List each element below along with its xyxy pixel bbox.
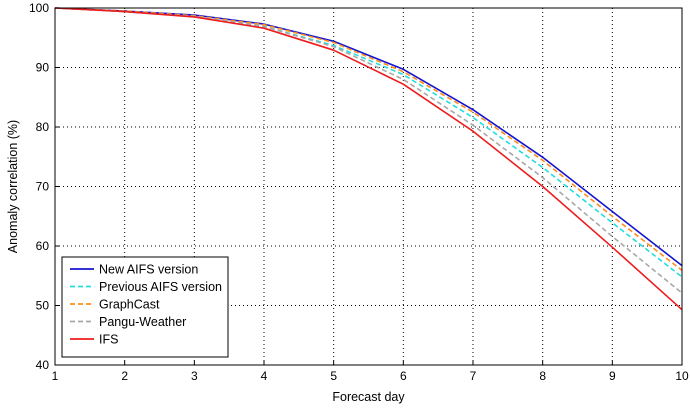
legend-label: Previous AIFS version [99, 280, 222, 294]
legend-label: IFS [99, 333, 118, 347]
legend-label: GraphCast [99, 298, 160, 312]
y-tick-label: 70 [36, 180, 50, 194]
series-line [54, 7, 683, 294]
x-tick-label: 9 [609, 369, 616, 383]
series-line [54, 7, 683, 278]
x-axis-label: Forecast day [332, 390, 405, 404]
axis-ticks: 1 2 3 4 5 6 7 8 9 10 40 50 60 70 80 90 100 [29, 1, 689, 383]
y-tick-label: 40 [36, 358, 50, 372]
x-tick-label: 7 [470, 369, 477, 383]
legend: New AIFS version Previous AIFS version Gra… [61, 256, 229, 358]
y-tick-label: 90 [36, 61, 50, 75]
x-tick-label: 4 [261, 369, 268, 383]
legend-box [61, 256, 229, 358]
series-line [54, 7, 683, 311]
y-tick-label: 50 [36, 299, 50, 313]
x-tick-label: 5 [330, 369, 337, 383]
x-tick-label: 10 [675, 369, 689, 383]
x-tick-label: 8 [539, 369, 546, 383]
series-line [54, 7, 683, 272]
legend-label: Pangu-Weather [99, 315, 186, 329]
y-tick-label: 60 [36, 239, 50, 253]
x-tick-label: 1 [52, 369, 59, 383]
legend-label: New AIFS version [99, 263, 198, 277]
x-tick-label: 2 [121, 369, 128, 383]
y-tick-label: 100 [29, 1, 49, 15]
series-lines [54, 7, 683, 311]
x-tick-label: 3 [191, 369, 198, 383]
x-tick-label: 6 [400, 369, 407, 383]
y-axis-label: Anomaly correlation (%) [6, 120, 20, 253]
y-tick-label: 80 [36, 120, 50, 134]
